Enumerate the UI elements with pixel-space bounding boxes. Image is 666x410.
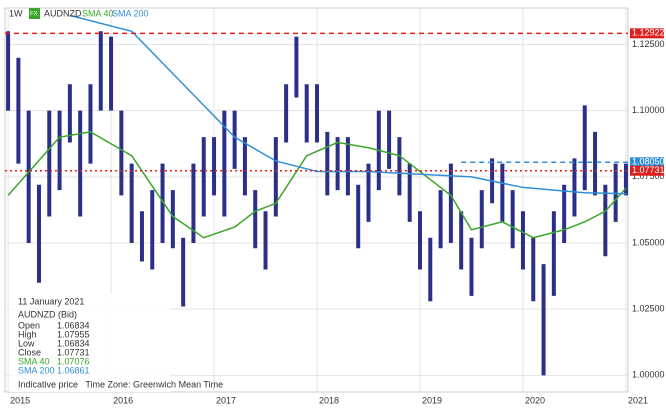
- sma-line: [7, 131, 627, 239]
- info-label: Open: [18, 320, 40, 330]
- level-label: 1.12922: [632, 28, 665, 38]
- y-tick-label: 1.07500: [632, 171, 665, 181]
- info-value: 1.06861: [57, 365, 90, 375]
- info-label: Close: [18, 347, 41, 357]
- level-label: 1.08050: [632, 157, 665, 167]
- interval: 1W: [9, 8, 23, 18]
- info-value: 1.07076: [57, 356, 90, 366]
- x-tick-label: 2020: [525, 395, 545, 405]
- info-label: SMA 40: [18, 356, 50, 366]
- info-label: SMA 200: [18, 365, 55, 375]
- y-tick-label: 1.10000: [632, 105, 665, 115]
- x-tick-label: 2015: [10, 395, 30, 405]
- info-label: High: [18, 329, 37, 339]
- y-tick-label: 1.05000: [632, 237, 665, 247]
- x-tick-label: 2018: [319, 395, 339, 405]
- info-value: 1.07955: [57, 329, 90, 339]
- legend-entry: SMA 200: [112, 8, 149, 18]
- info-title: AUDNZD (Bid): [18, 309, 77, 319]
- x-tick-label: 2016: [113, 395, 133, 405]
- y-tick-label: 1.02500: [632, 304, 665, 314]
- y-tick-label: 1.00000: [632, 370, 665, 380]
- info-value: 1.07731: [57, 347, 90, 357]
- y-tick-label: 1.12500: [632, 39, 665, 49]
- level-label-box: [630, 157, 664, 168]
- x-tick-label: 2019: [422, 395, 442, 405]
- symbol: AUDNZD: [44, 8, 82, 18]
- badge: FX: [30, 12, 38, 18]
- level-label-box: [630, 165, 664, 176]
- info-panel: [10, 294, 170, 392]
- sma-line: [69, 14, 626, 195]
- x-tick-label: 2017: [216, 395, 236, 405]
- info-value: 1.06834: [57, 320, 90, 330]
- info-date: 11 January 2021: [18, 296, 84, 306]
- info-footer: Indicative price Time Zone: Greenwich Me…: [18, 379, 223, 389]
- legend-entry: SMA 40: [82, 8, 114, 18]
- badge-box: [29, 8, 40, 19]
- x-tick-label: 2021: [628, 395, 648, 405]
- level-label-box: [630, 28, 664, 39]
- level-label: 1.07731: [632, 165, 665, 175]
- info-label: Low: [18, 338, 35, 348]
- info-value: 1.06834: [57, 338, 90, 348]
